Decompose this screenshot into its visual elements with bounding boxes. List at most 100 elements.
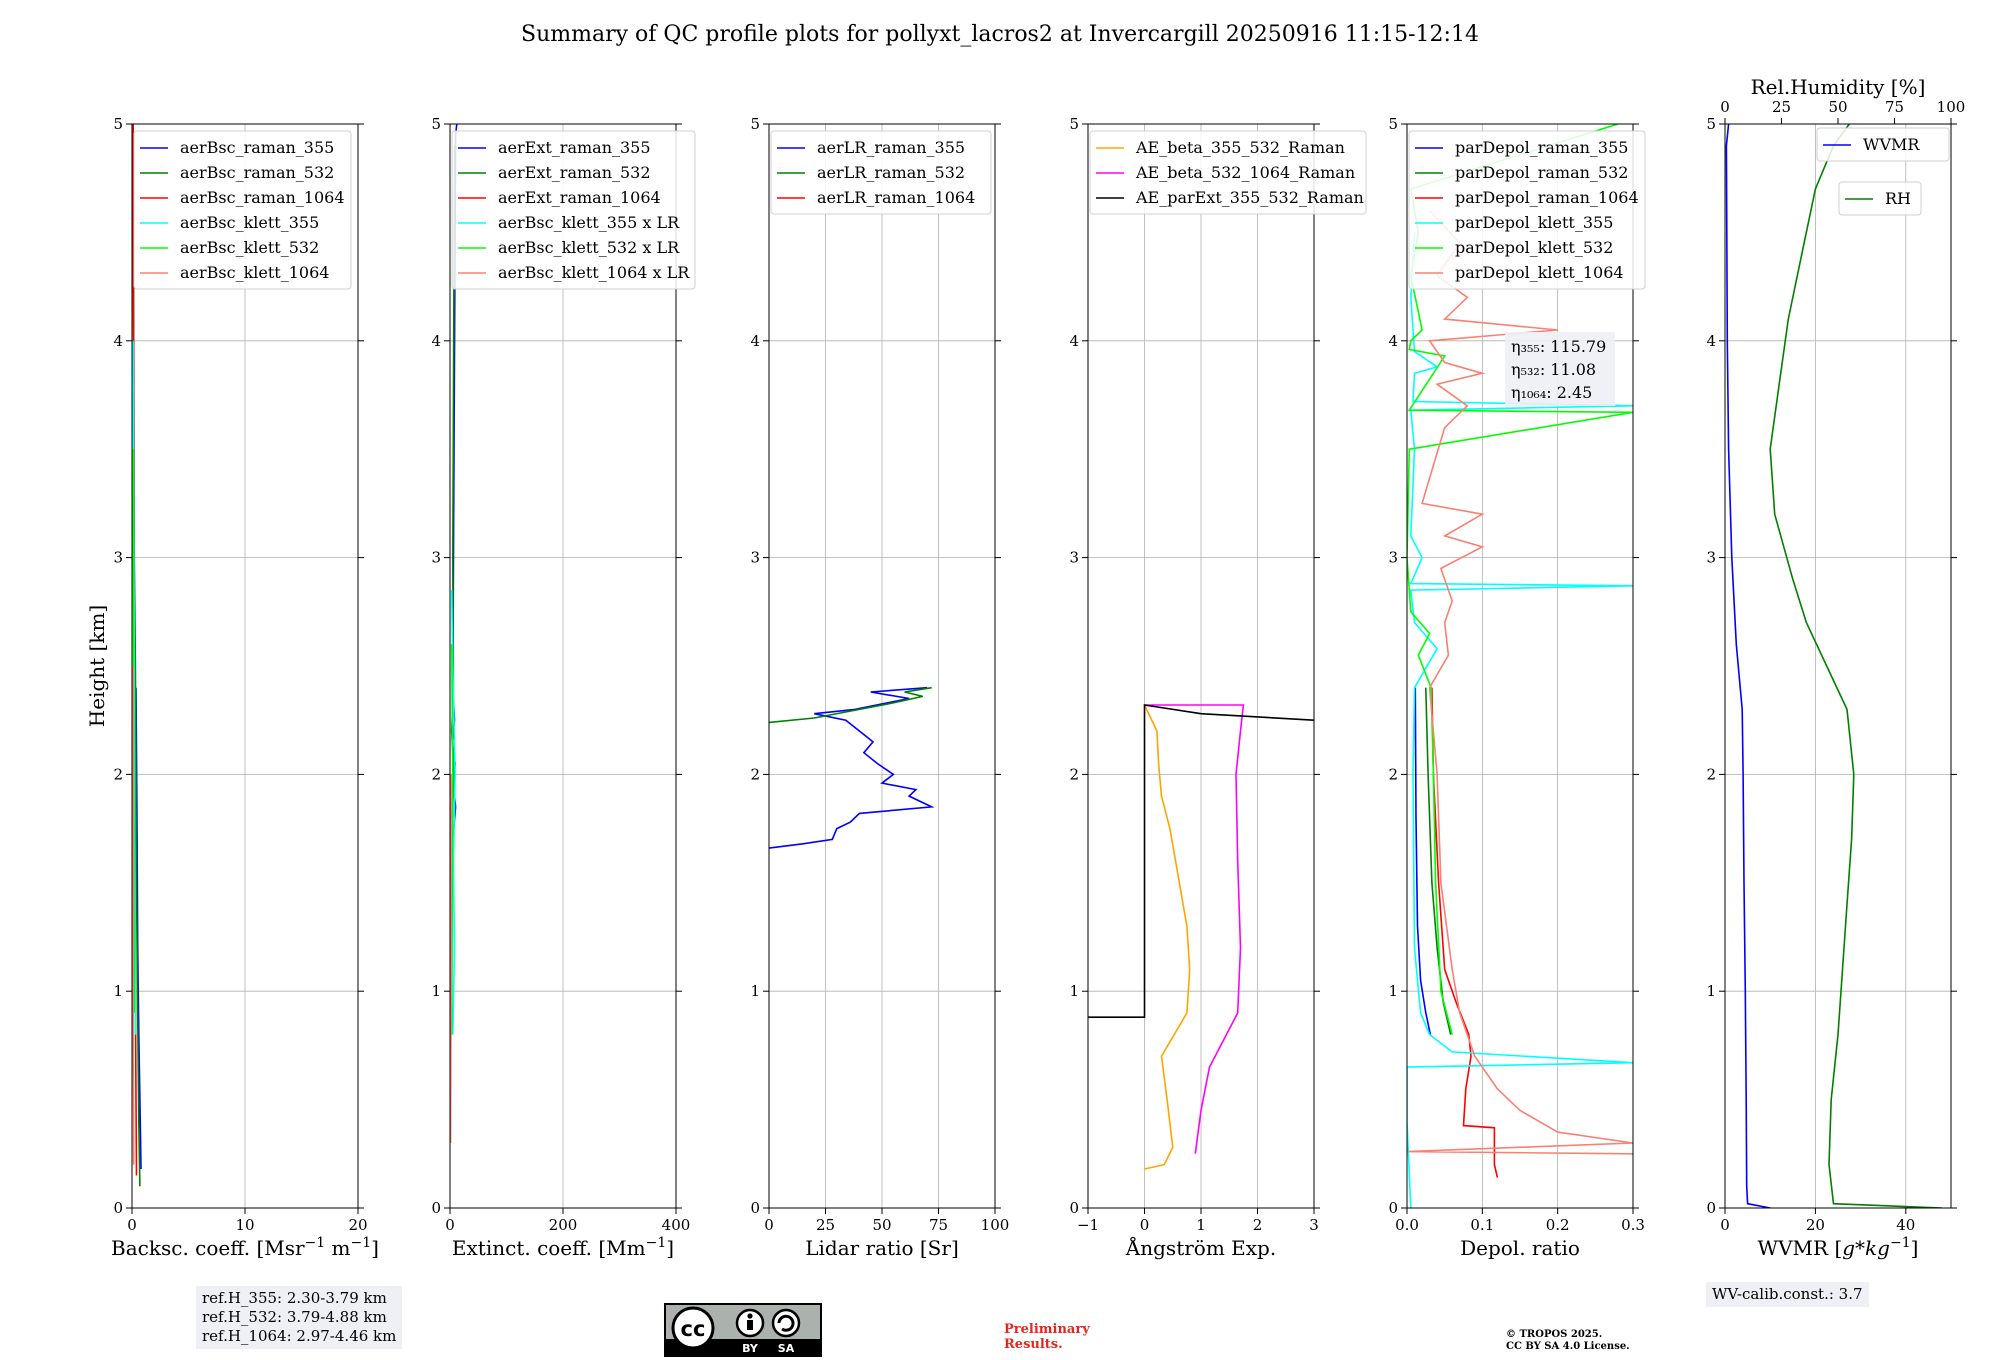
- y-tick-label: 5: [1069, 115, 1079, 133]
- legend-entry-label: aerExt_raman_532: [498, 163, 651, 182]
- legend-entry-label: aerBsc_klett_355: [180, 213, 319, 232]
- legend-entry-label: aerBsc_klett_532: [180, 238, 319, 257]
- y-tick-label: 2: [431, 765, 441, 783]
- y-tick-label: 0: [1069, 1199, 1079, 1217]
- y-tick-label: 4: [1069, 332, 1079, 350]
- legend: parDepol_raman_355 parDepol_raman_532 parD…: [1408, 130, 1646, 290]
- legend-entry-label: parDepol_klett_532: [1455, 238, 1613, 257]
- x2-tick-label: 100: [1937, 98, 1966, 116]
- y-tick-label: 0: [750, 1199, 760, 1217]
- y-tick-label: 5: [1706, 115, 1716, 133]
- x-tick-label: 10: [235, 1216, 254, 1234]
- y-tick-label: 2: [1388, 765, 1398, 783]
- annotation-box: [1505, 332, 1615, 406]
- x-tick-label: 40: [1896, 1216, 1915, 1234]
- series-group: [132, 124, 142, 1187]
- series-line-rh: [1769, 124, 1943, 1208]
- y-tick-label: 4: [1388, 332, 1398, 350]
- legend-box: [770, 130, 992, 215]
- x-tick-label: 25: [816, 1216, 835, 1234]
- series-line-aerbsc-klett-1064-x-lr: [450, 774, 452, 1144]
- x-tick-label: 2: [1253, 1216, 1263, 1234]
- legend-entry-label: aerBsc_klett_532 x LR: [498, 238, 680, 257]
- series-line-ae-parext-355-532-raman: [1088, 704, 1314, 1019]
- x-tick-label: 0.1: [1470, 1216, 1494, 1234]
- legend-box: [1089, 130, 1367, 215]
- x2-tick-label: 75: [1885, 98, 1904, 116]
- series-group: [450, 124, 458, 1144]
- series-line-aerbsc-klett-355-x-lr: [450, 590, 456, 1035]
- x-tick-label: 0: [445, 1216, 455, 1234]
- refh-355: ref.H_355: 2.30-3.79 km: [202, 1289, 387, 1307]
- legend-entry-label: aerBsc_klett_355 x LR: [498, 213, 680, 232]
- annotation-line: η₅₃₂: 11.08: [1511, 360, 1596, 379]
- legend-box: [451, 130, 696, 290]
- y-tick-label: 4: [1706, 332, 1716, 350]
- annotation-line: η₃₅₅: 115.79: [1511, 337, 1606, 356]
- legend-entry-label: AE_beta_532_1064_Raman: [1135, 163, 1355, 182]
- series-line-wvmr: [1725, 124, 1771, 1208]
- legend-entry-label: aerBsc_raman_355: [180, 138, 334, 157]
- series-line-ae-beta-532-1064-raman: [1144, 704, 1245, 1154]
- y-tick-label: 2: [1706, 765, 1716, 783]
- legend-entry-label: parDepol_klett_355: [1455, 213, 1613, 232]
- legend: AE_beta_355_532_Raman AE_beta_532_1064_Ra…: [1089, 130, 1367, 215]
- x-tick-label: 0.0: [1395, 1216, 1419, 1234]
- preliminary-line-2: Results.: [1004, 1337, 1063, 1352]
- y-tick-label: 3: [431, 549, 441, 567]
- legend-entry-label: aerLR_raman_355: [817, 138, 965, 157]
- y-tick-label: 3: [1069, 549, 1079, 567]
- x2-tick-label: 50: [1828, 98, 1847, 116]
- x-axis-label: Depol. ratio: [1460, 1236, 1580, 1260]
- legend-entry-label: AE_parExt_355_532_Raman: [1135, 188, 1364, 207]
- y-tick-label: 2: [750, 765, 760, 783]
- copyright-line-2: CC BY SA 4.0 License.: [1506, 1341, 1630, 1352]
- y-tick-label: 1: [750, 982, 760, 1000]
- y-tick-label: 0: [113, 1199, 123, 1217]
- series-line-pardepol-klett-355: [1407, 232, 1633, 1208]
- series-group: [1725, 124, 1943, 1208]
- y-tick-label: 3: [1706, 549, 1716, 567]
- cc-logo-icon: cc BY SA: [666, 1306, 820, 1355]
- series-line-ae-beta-355-532-raman: [1143, 704, 1191, 1170]
- y-tick-label: 1: [113, 982, 123, 1000]
- legend-entry-label: aerLR_raman_1064: [817, 188, 975, 207]
- refh-1064: ref.H_1064: 2.97-4.46 km: [202, 1327, 397, 1345]
- figure-title: Summary of QC profile plots for pollyxt_…: [521, 22, 1479, 47]
- x2-tick-label: 0: [1720, 98, 1730, 116]
- y-tick-label: 4: [113, 332, 123, 350]
- legend-entry-label: aerLR_raman_532: [817, 163, 965, 182]
- cc-by-label: BY: [742, 1342, 759, 1355]
- y-axis-label: Height [km]: [85, 605, 109, 727]
- series-group: [1088, 704, 1314, 1170]
- x-tick-label: 3: [1309, 1216, 1319, 1234]
- wv-calib-box: WV-calib.const.: 3.7: [1706, 1282, 1869, 1307]
- y-tick-label: 5: [750, 115, 760, 133]
- preliminary-line-1: Preliminary: [1004, 1322, 1090, 1337]
- cc-license-logo: cc BY SA: [664, 1303, 822, 1357]
- y-tick-label: 2: [1069, 765, 1079, 783]
- calibration-annotation: η₃₅₅: 115.79 η₅₃₂: 11.08 η₁₀₆₄: 2.45: [1505, 332, 1615, 406]
- y-tick-label: 1: [1388, 982, 1398, 1000]
- x-tick-label: 0: [1720, 1216, 1730, 1234]
- x-tick-label: 0.2: [1546, 1216, 1570, 1234]
- x-tick-label: 20: [348, 1216, 367, 1234]
- wv-calib-text: WV-calib.const.: 3.7: [1712, 1285, 1863, 1303]
- legend: WVMR: [1816, 127, 1950, 162]
- legend-entry-label: AE_beta_355_532_Raman: [1135, 138, 1345, 157]
- x-axis-label: WVMR [g*kg−1]: [1758, 1235, 1919, 1260]
- legend: aerExt_raman_355 aerExt_raman_532 aerExt_r…: [451, 130, 696, 290]
- x2-axis-label: Rel.Humidity [%]: [1751, 75, 1926, 99]
- series-line-aerbsc-klett-1064: [132, 666, 135, 1165]
- svg-text:cc: cc: [681, 1317, 706, 1341]
- x2-tick-label: 25: [1772, 98, 1791, 116]
- x-axis-label: Ångström Exp.: [1125, 1235, 1276, 1260]
- refh-532: ref.H_532: 3.79-4.88 km: [202, 1308, 387, 1326]
- legend-entry-label: RH: [1885, 189, 1911, 208]
- panel-frame: [1724, 123, 1952, 1209]
- y-tick-label: 4: [431, 332, 441, 350]
- legend: aerLR_raman_355 aerLR_raman_532 aerLR_rama…: [770, 130, 992, 215]
- y-tick-label: 1: [431, 982, 441, 1000]
